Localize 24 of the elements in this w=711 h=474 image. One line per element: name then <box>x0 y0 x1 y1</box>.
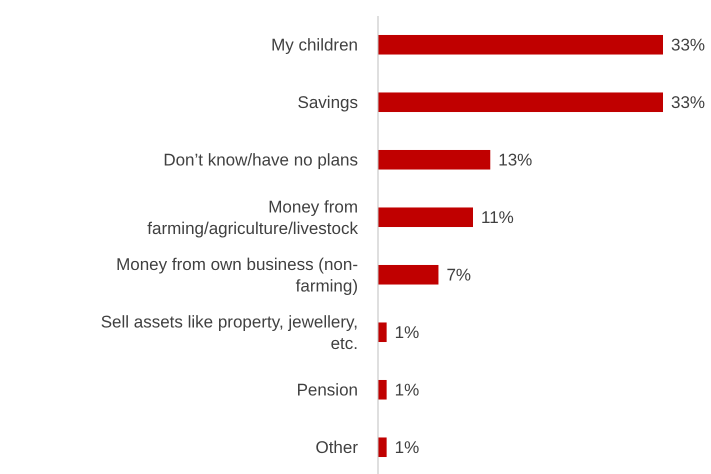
data-label: 11% <box>481 208 514 228</box>
y-tick-label: Money from farming/agriculture/livestock <box>147 198 358 238</box>
data-label: 7% <box>446 266 472 285</box>
data-label: 13% <box>498 150 532 170</box>
y-tick-label: Savings <box>298 93 358 112</box>
bar <box>378 437 387 458</box>
bar <box>378 322 387 342</box>
data-label: 1% <box>394 438 420 458</box>
y-tick-label: Don’t know/have no plans <box>163 150 358 170</box>
y-tick-label: Pension <box>296 380 358 400</box>
data-label: 33% <box>671 36 706 55</box>
data-label: 1% <box>394 380 420 400</box>
y-tick-label: Other <box>315 438 358 458</box>
bar <box>378 207 473 228</box>
bar <box>378 150 490 170</box>
bar <box>378 380 387 400</box>
y-tick-label: Sell assets like property, jewellery, etc. <box>100 312 358 353</box>
bar <box>378 34 663 55</box>
y-tick-label: My children <box>271 36 358 55</box>
y-tick-label: Money from own business (non-farming) <box>116 255 358 296</box>
data-label: 33% <box>671 93 706 112</box>
data-label: 1% <box>394 323 420 342</box>
bar <box>378 264 438 285</box>
bar <box>378 92 663 112</box>
